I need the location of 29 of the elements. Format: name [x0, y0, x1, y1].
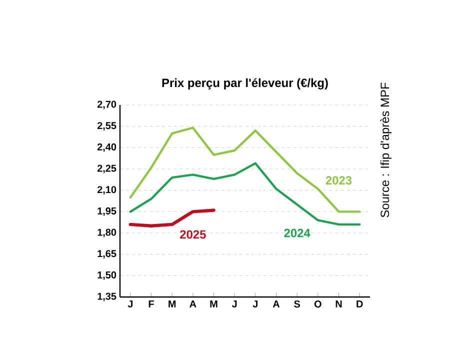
- chart-title: Prix perçu par l'éleveur (€/kg): [162, 78, 328, 90]
- y-tick-label: 2,55: [97, 122, 116, 131]
- x-tick-label: M: [210, 300, 218, 308]
- x-tick-label: N: [336, 300, 342, 308]
- line-series: [129, 126, 361, 213]
- y-tick-label: 2,25: [97, 164, 116, 174]
- y-tick-label: 1,95: [98, 207, 116, 216]
- source-note: Source : Ifip d'après MPF: [380, 82, 392, 218]
- y-tick-label: 2,40: [97, 143, 116, 152]
- x-tick-label: J: [128, 300, 133, 308]
- y-tick-label: 1,50: [98, 271, 116, 280]
- x-tick-label: O: [314, 300, 322, 308]
- x-tick-label: F: [148, 300, 154, 308]
- x-tick-label: J: [252, 300, 258, 308]
- x-tick-label: M: [168, 300, 176, 308]
- x-tick-label: A: [190, 300, 196, 308]
- line-series: [128, 208, 216, 228]
- series-label: 2024: [284, 228, 310, 238]
- x-tick-label: J: [232, 300, 237, 308]
- x-tick-label: D: [356, 300, 363, 308]
- y-tick-label: 1,65: [98, 250, 116, 259]
- y-tick-label: 1,35: [98, 292, 116, 302]
- series-label: 2023: [326, 176, 352, 185]
- series-label: 2025: [180, 230, 206, 239]
- x-tick-label: S: [294, 300, 300, 308]
- y-tick-label: 2,70: [97, 100, 116, 110]
- y-tick-label: 1,80: [98, 228, 116, 238]
- y-tick-label: 2,10: [97, 186, 116, 195]
- x-tick-label: A: [272, 300, 280, 308]
